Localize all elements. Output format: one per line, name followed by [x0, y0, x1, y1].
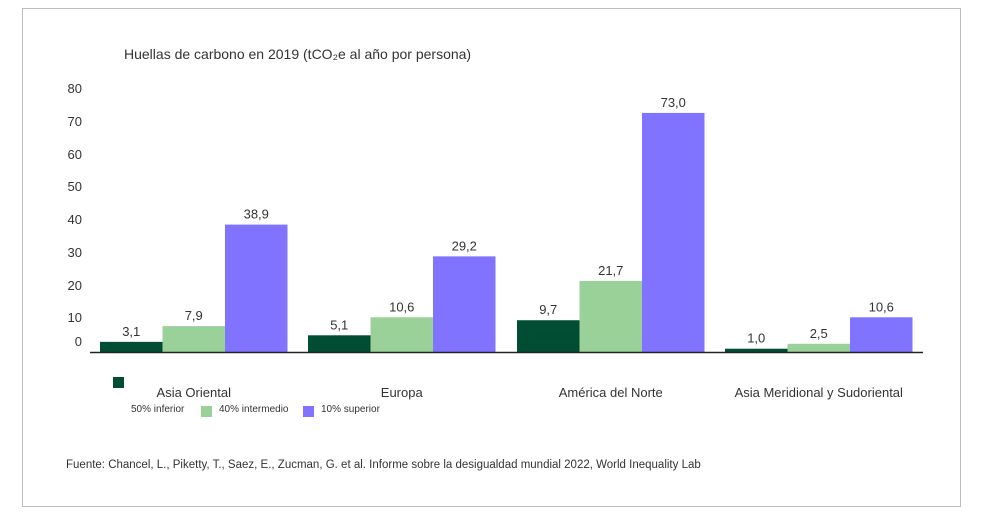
bar — [308, 335, 371, 352]
bar — [162, 326, 225, 352]
data-label: 10,6 — [389, 299, 414, 314]
bar — [579, 280, 642, 352]
bar — [370, 317, 433, 352]
data-label: 2,5 — [810, 326, 828, 341]
x-tick-label: Asia Meridional y Sudoriental — [734, 385, 903, 400]
chart-frame — [22, 8, 961, 507]
y-tick-label: 20 — [67, 277, 82, 293]
x-tick-label: América del Norte — [558, 385, 663, 400]
y-tick-label: 60 — [67, 146, 82, 162]
legend-swatch-10-superior — [303, 406, 314, 417]
y-tick-label: 30 — [67, 244, 82, 260]
legend-swatch-50-inferior — [113, 377, 124, 388]
chart-title: Huellas de carbono en 2019 (tCO₂e al año… — [124, 46, 472, 62]
legend-label-40-intermedio: 40% intermedio — [219, 404, 289, 415]
bar — [787, 343, 850, 352]
legend-swatch-40-intermedio — [201, 406, 212, 417]
data-label: 29,2 — [452, 238, 477, 253]
data-label: 38,9 — [244, 207, 269, 222]
source-note: Fuente: Chancel, L., Piketty, T., Saez, … — [66, 459, 701, 471]
bar — [225, 224, 288, 352]
y-tick-label: 80 — [67, 81, 82, 96]
data-label: 3,1 — [122, 324, 140, 339]
data-label: 10,6 — [869, 299, 894, 314]
data-label: 21,7 — [598, 263, 623, 278]
y-tick-label: 10 — [67, 310, 82, 326]
data-label: 9,7 — [539, 302, 557, 317]
data-label: 73,0 — [661, 95, 686, 110]
x-tick-label: Asia Oriental — [156, 385, 231, 400]
y-tick-label: 70 — [67, 113, 82, 129]
x-tick-label: Europa — [380, 385, 423, 400]
bar — [100, 341, 163, 352]
data-label: 1,0 — [747, 331, 765, 346]
bar — [850, 317, 913, 352]
bar — [725, 348, 788, 352]
legend-label-10-superior: 10% superior — [321, 404, 380, 415]
data-label: 7,9 — [185, 308, 203, 323]
bar — [433, 256, 496, 352]
y-tick-label: 50 — [67, 179, 82, 195]
bar — [642, 112, 705, 352]
data-label: 5,1 — [330, 317, 348, 332]
legend-label-50-inferior: 50% inferior — [131, 404, 185, 415]
bar — [517, 320, 580, 352]
y-tick-label: 40 — [67, 212, 82, 227]
y-tick-label: 0 — [74, 334, 82, 349]
